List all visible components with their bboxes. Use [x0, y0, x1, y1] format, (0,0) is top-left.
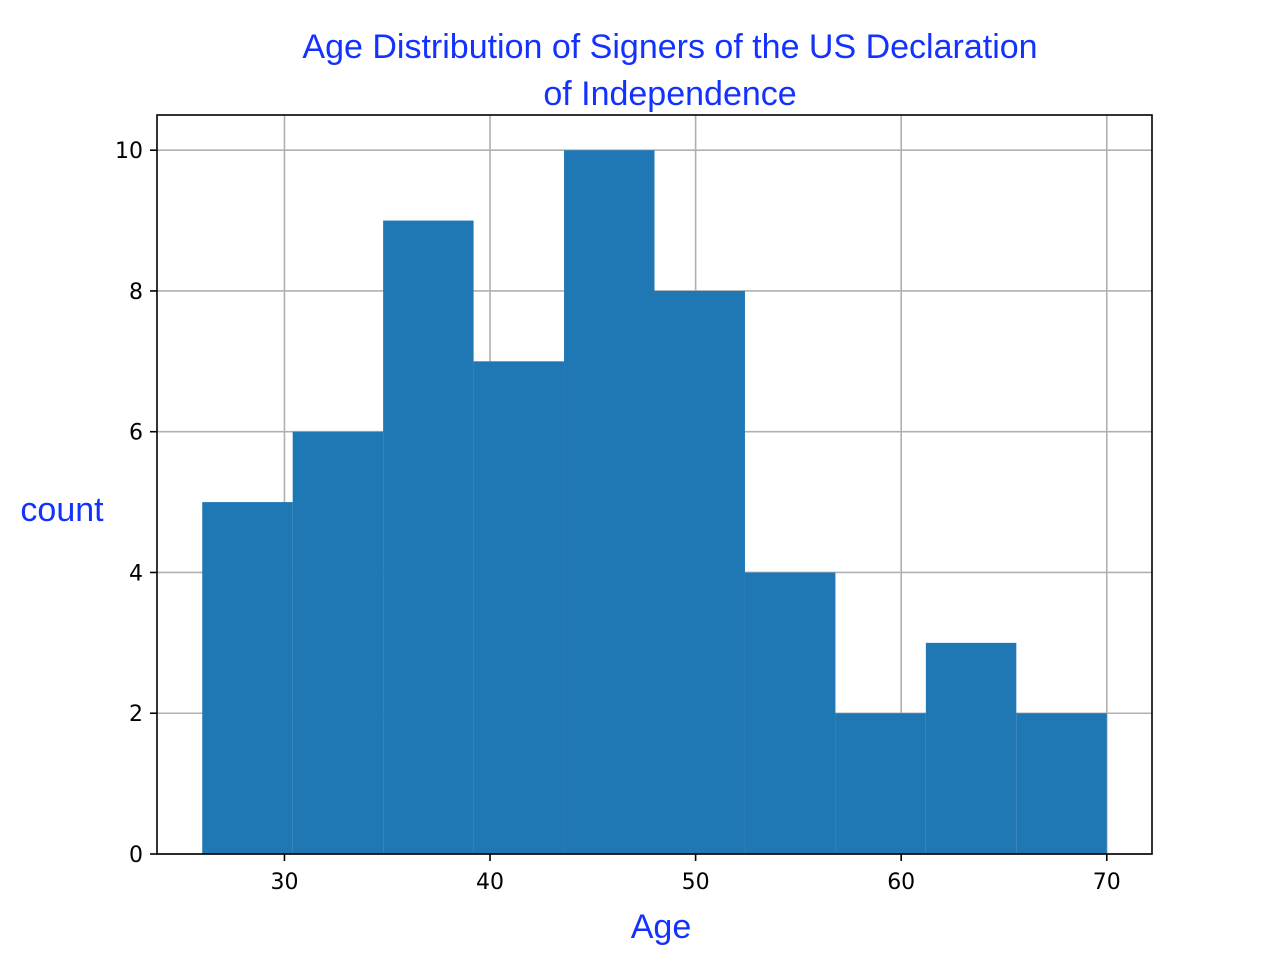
- y-tick-label: 6: [129, 421, 143, 446]
- histogram-bar: [564, 150, 655, 854]
- chart-title-line-1: Age Distribution of Signers of the US De…: [302, 28, 1037, 66]
- y-tick-label: 10: [115, 139, 143, 164]
- y-tick-label: 2: [129, 702, 143, 727]
- histogram-bar: [383, 220, 474, 855]
- histogram-bars: [202, 150, 1107, 855]
- x-tick-label: 50: [682, 870, 710, 895]
- plot-area-frame: [156, 114, 1153, 855]
- x-tick-label: 40: [476, 870, 504, 895]
- histogram-bar: [654, 290, 745, 854]
- x-tick-label: 60: [887, 870, 915, 895]
- x-axis-label: Age: [631, 908, 692, 946]
- histogram-bar: [835, 713, 926, 854]
- histogram-bar: [744, 572, 836, 854]
- histogram-bar: [202, 502, 293, 854]
- y-tick-label: 0: [129, 843, 143, 868]
- chart-title-line-2: of Independence: [543, 75, 796, 113]
- y-tick-label: 4: [129, 561, 143, 586]
- histogram-bar: [925, 642, 1017, 854]
- axis-ticks: 30 40 50 60 70 0 2 4 6 8 10: [115, 139, 1121, 895]
- histogram-bar: [1016, 713, 1107, 854]
- y-tick-label: 8: [129, 280, 143, 305]
- histogram-bar: [292, 431, 384, 854]
- y-axis-label: count: [20, 491, 104, 529]
- x-tick-label: 30: [270, 870, 298, 895]
- histogram-bar: [473, 361, 565, 854]
- x-tick-label: 70: [1093, 870, 1121, 895]
